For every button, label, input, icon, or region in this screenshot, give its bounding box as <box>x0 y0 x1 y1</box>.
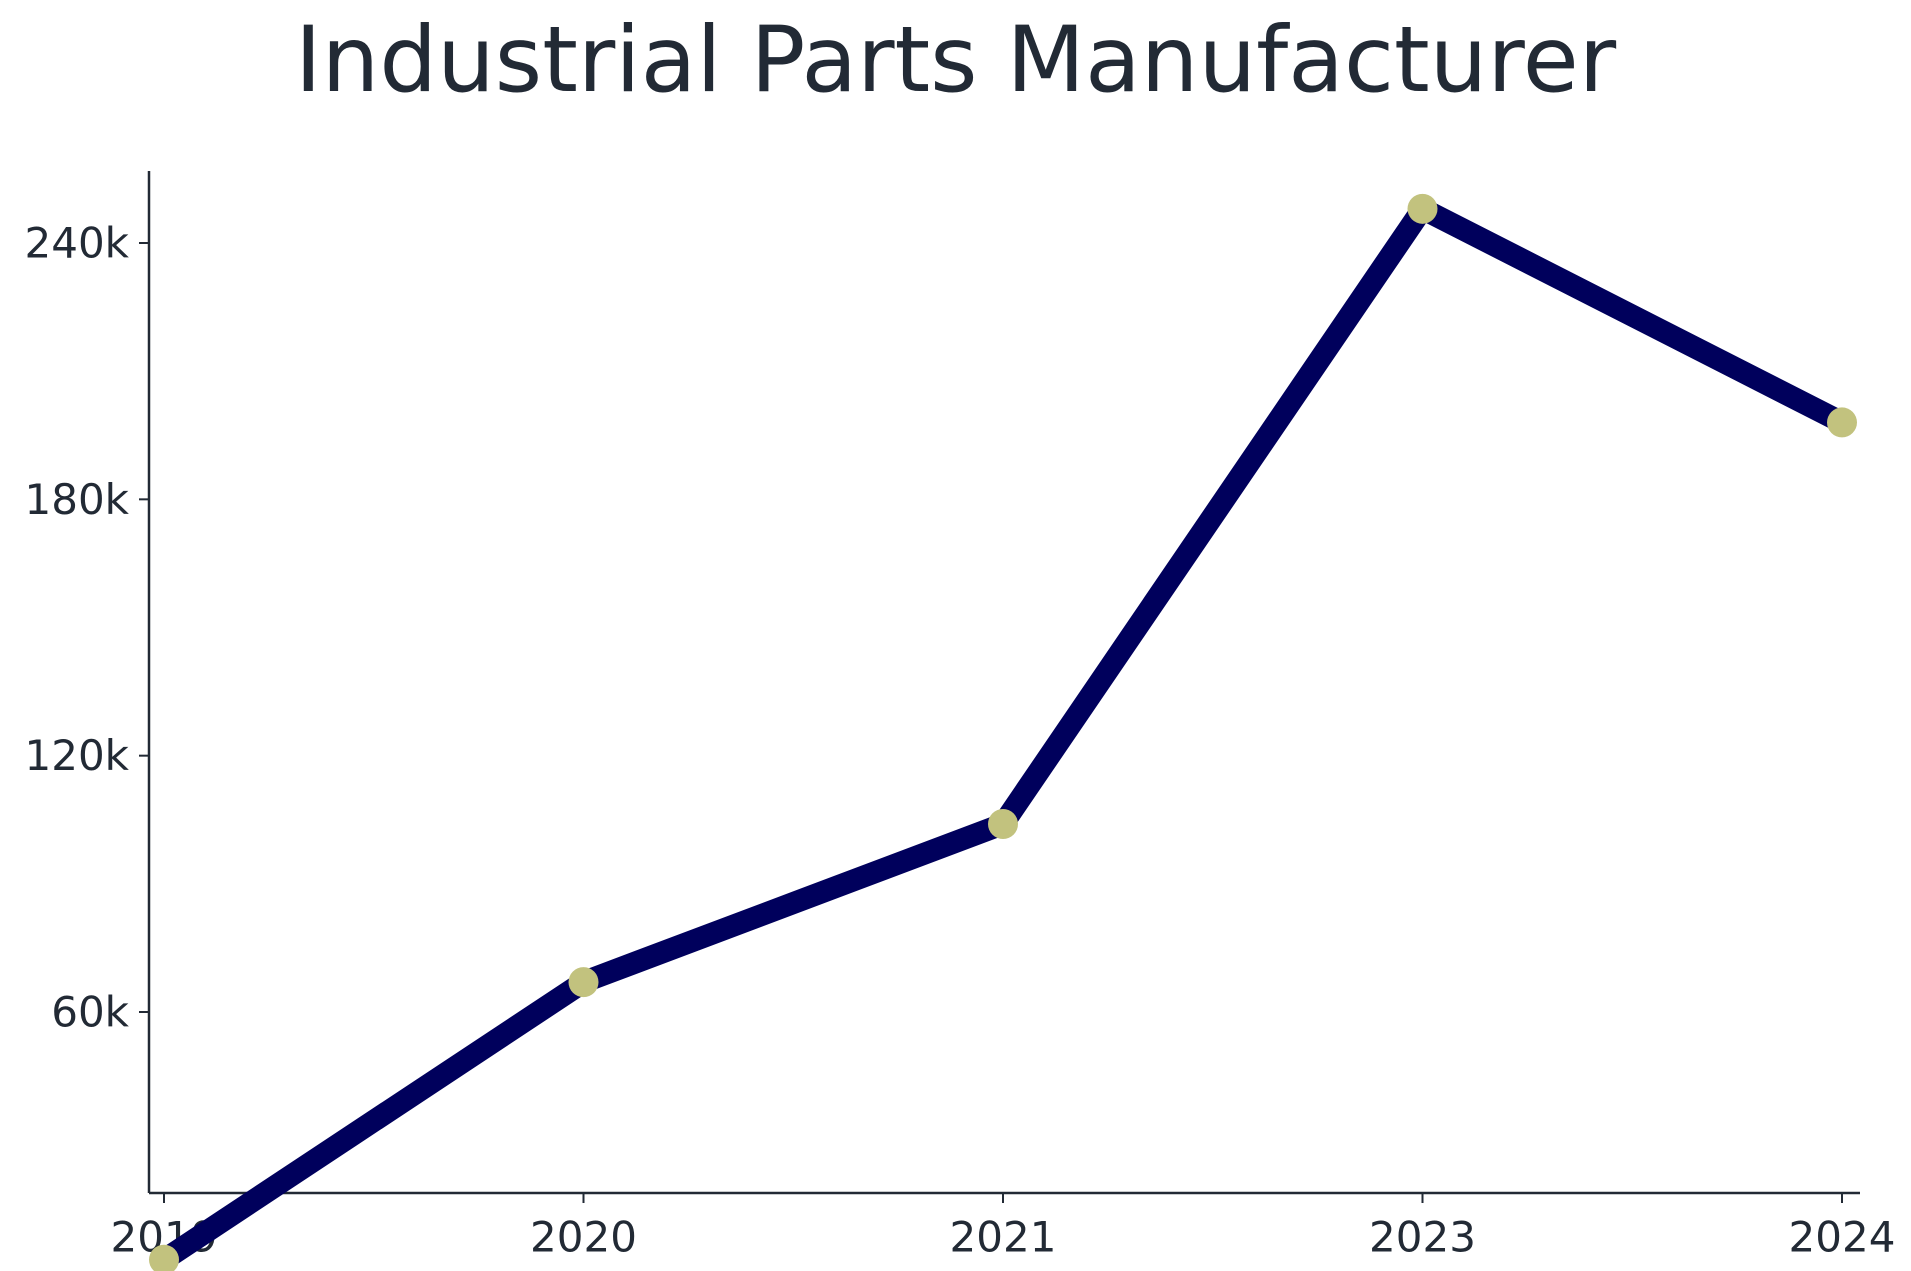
x-tick-label: 2020 <box>530 1213 637 1262</box>
x-tick-label: 2021 <box>950 1213 1057 1262</box>
chart-title: Industrial Parts Manufacturer <box>294 8 1617 113</box>
data-point <box>1827 407 1857 438</box>
x-tick-label: 2024 <box>1789 1213 1896 1262</box>
data-point <box>1407 193 1438 224</box>
y-tick-label: 240k <box>25 219 130 268</box>
y-tick-label: 120k <box>25 731 130 780</box>
y-ticks: 60k 120k 180k 240k <box>25 219 149 1037</box>
y-tick-label: 180k <box>25 475 130 524</box>
series-line <box>157 194 1847 1269</box>
x-tick-label: 2023 <box>1369 1213 1476 1262</box>
axes <box>147 171 1860 1195</box>
data-point <box>149 1244 179 1271</box>
data-point <box>988 809 1018 840</box>
markers <box>149 193 1857 1271</box>
x-ticks: 2019 2020 2021 2023 2024 <box>111 1193 1896 1262</box>
data-point <box>568 967 599 998</box>
series <box>157 194 1847 1269</box>
y-tick-label: 60k <box>51 988 129 1037</box>
